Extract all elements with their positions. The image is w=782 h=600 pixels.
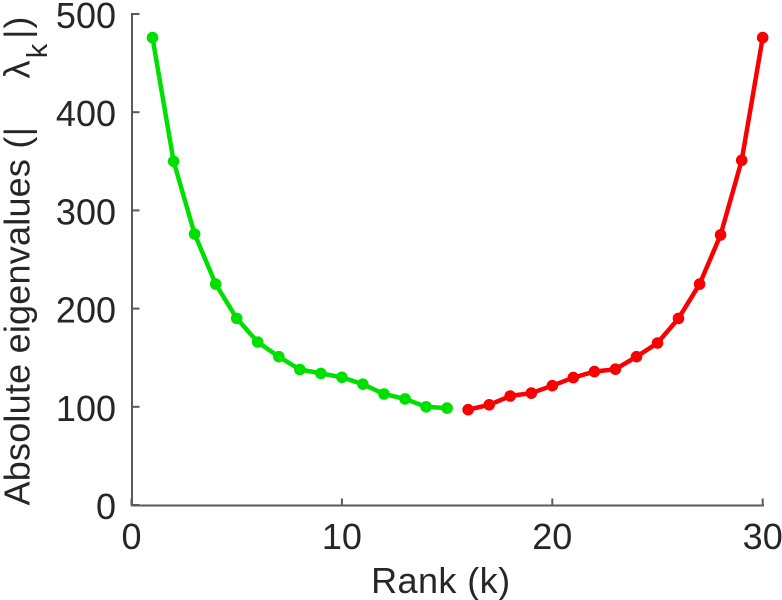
- svg-text:Rank (k): Rank (k): [371, 560, 510, 600]
- svg-text:λ: λ: [0, 61, 38, 79]
- svg-text:200: 200: [56, 290, 116, 331]
- svg-text:): ): [0, 17, 38, 29]
- svg-text:100: 100: [56, 388, 116, 429]
- svg-text:300: 300: [56, 191, 116, 232]
- svg-text:20: 20: [532, 516, 572, 557]
- svg-text:k: k: [22, 43, 54, 58]
- svg-text:500: 500: [56, 0, 116, 36]
- svg-text:10: 10: [322, 516, 362, 557]
- svg-text:Absolute eigenvalues (|: Absolute eigenvalues (|: [0, 127, 38, 506]
- svg-text:|: |: [0, 30, 38, 39]
- svg-text:0: 0: [96, 486, 116, 527]
- svg-text:400: 400: [56, 93, 116, 134]
- svg-text:0: 0: [121, 516, 141, 557]
- svg-text:30: 30: [743, 516, 782, 557]
